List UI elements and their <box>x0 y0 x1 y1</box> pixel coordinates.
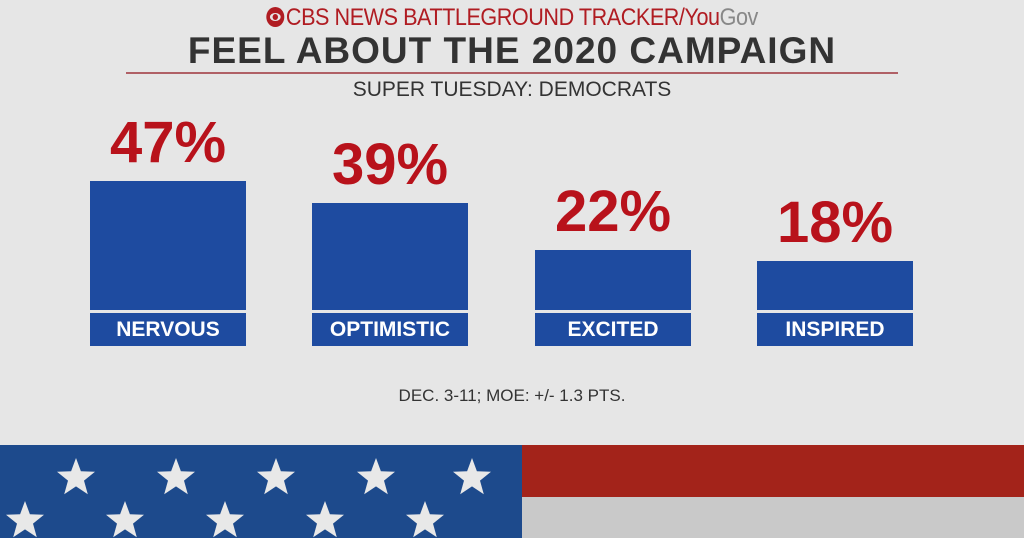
star-icon <box>357 458 395 495</box>
title-divider <box>126 72 898 74</box>
category-label: EXCITED <box>535 313 691 346</box>
brand-text: CBS NEWS BATTLEGROUND TRACKER/ <box>285 4 685 31</box>
star-icon <box>157 458 195 495</box>
flag-red-stripe <box>522 445 1024 497</box>
category-label: INSPIRED <box>757 313 913 346</box>
flag-white-stripe <box>522 497 1024 538</box>
star-icon <box>306 501 344 538</box>
value-label: 22% <box>554 178 672 244</box>
brand-line: CBS NEWS BATTLEGROUND TRACKER/YouGov <box>51 4 973 32</box>
yougov-gov: Gov <box>719 4 759 31</box>
star-icon <box>6 501 44 538</box>
value-label: 47% <box>109 109 227 175</box>
star-icon <box>453 458 491 495</box>
star-icon <box>206 501 244 538</box>
cbs-eye-logo-icon <box>266 7 285 27</box>
chart-subtitle: SUPER TUESDAY: DEMOCRATS <box>352 78 672 101</box>
bar-nervous <box>90 180 246 310</box>
star-icon <box>257 458 295 495</box>
star-icon <box>106 501 144 538</box>
bar-inspired <box>757 260 913 310</box>
star-icon <box>406 501 444 538</box>
flag-banner <box>0 445 1024 538</box>
value-label: 39% <box>331 131 449 197</box>
bar-optimistic <box>312 202 468 310</box>
value-label: 18% <box>776 189 894 255</box>
category-label: NERVOUS <box>90 313 246 346</box>
flag-canton <box>0 445 522 538</box>
category-label: OPTIMISTIC <box>312 313 468 346</box>
bar-excited <box>535 249 691 310</box>
star-icon <box>57 458 95 495</box>
chart-title: FEEL ABOUT THE 2020 CAMPAIGN <box>187 30 837 71</box>
yougov-you: You <box>684 4 720 31</box>
chart-note: DEC. 3-11; MOE: +/- 1.3 PTS. <box>398 386 626 405</box>
